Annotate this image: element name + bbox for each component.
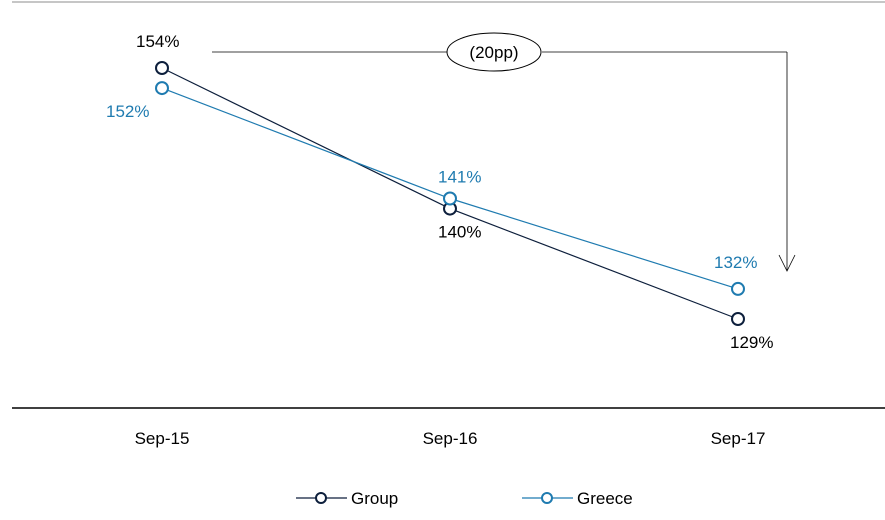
x-tick-label: Sep-15 — [135, 429, 190, 448]
legend: Group Greece — [296, 489, 633, 508]
change-annotation: (20pp) — [212, 32, 796, 272]
legend-marker-icon — [315, 492, 327, 504]
group-data-label: 154% — [136, 32, 179, 51]
series-layer: 154% 140% 129% 152% 141% 132% — [106, 32, 773, 352]
greece-data-label: 132% — [714, 253, 757, 272]
greece-point — [731, 281, 745, 296]
legend-item-group: Group — [296, 489, 398, 508]
legend-marker-icon — [541, 492, 553, 504]
legend-item-greece: Greece — [522, 489, 633, 508]
greece-point — [155, 81, 169, 96]
group-point — [731, 312, 745, 326]
group-data-label: 140% — [438, 223, 481, 242]
annotation-label: (20pp) — [469, 43, 518, 62]
x-axis-ticks: Sep-15 Sep-16 Sep-17 — [135, 429, 766, 448]
legend-label: Group — [351, 489, 398, 508]
legend-label: Greece — [577, 489, 633, 508]
x-tick-label: Sep-17 — [711, 429, 766, 448]
greece-data-label: 141% — [438, 168, 481, 187]
x-tick-label: Sep-16 — [423, 429, 478, 448]
group-point — [155, 61, 169, 75]
greece-series-line — [161, 87, 739, 290]
greece-point — [443, 191, 457, 206]
group-data-label: 129% — [730, 333, 773, 352]
greece-data-label: 152% — [106, 102, 149, 121]
annotation-oval — [446, 32, 542, 72]
down-arrow-icon — [778, 254, 796, 272]
